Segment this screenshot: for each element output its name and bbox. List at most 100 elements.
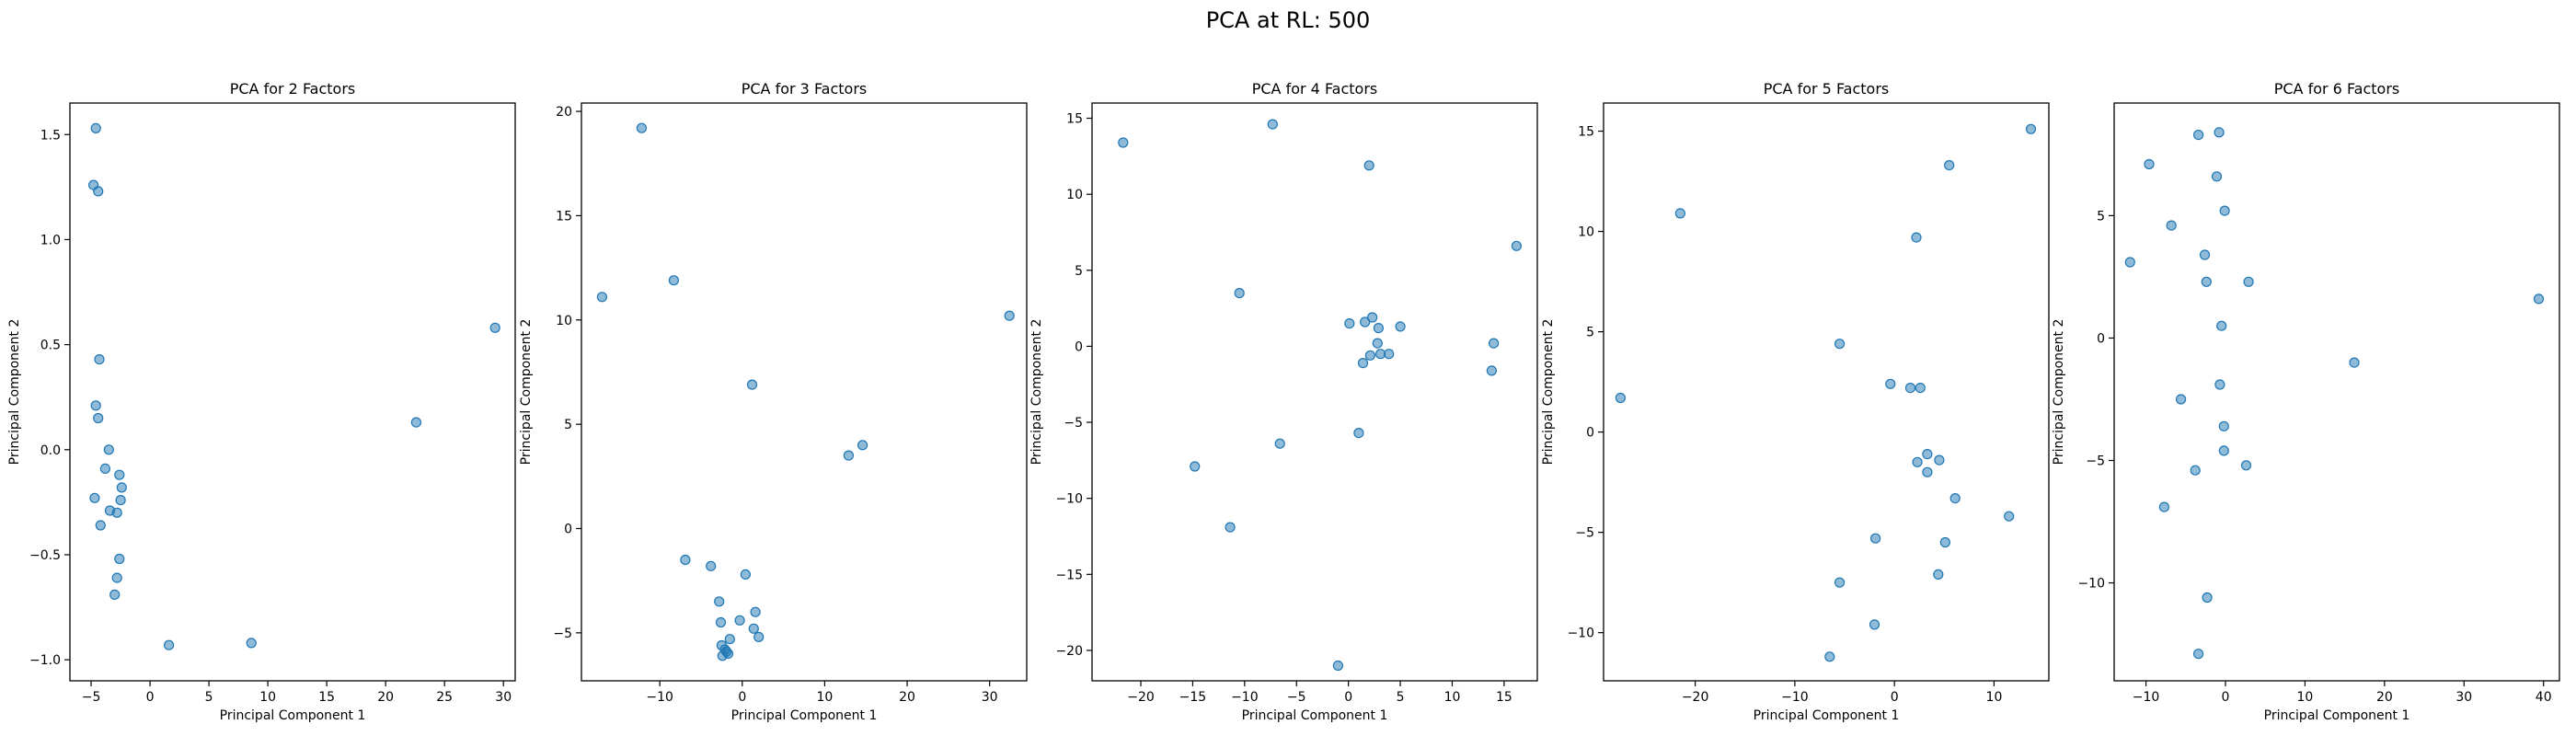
data-point bbox=[1824, 651, 1835, 662]
x-tick-label: 5 bbox=[205, 690, 213, 705]
data-point bbox=[2201, 276, 2212, 287]
x-tick-label: −5 bbox=[1287, 690, 1306, 705]
data-point bbox=[1488, 338, 1500, 349]
data-point bbox=[1939, 536, 1950, 548]
data-point bbox=[2144, 158, 2155, 170]
data-point bbox=[93, 186, 104, 197]
y-tick-label: 5 bbox=[1586, 326, 1594, 340]
data-point bbox=[115, 494, 126, 506]
y-axis-label: Principal Component 2 bbox=[1541, 319, 1556, 466]
data-point bbox=[753, 631, 765, 643]
data-point bbox=[2218, 420, 2229, 431]
y-tick-label: −10 bbox=[2077, 577, 2105, 592]
y-axis-label: Principal Component 2 bbox=[7, 319, 22, 466]
x-axis-label: Principal Component 1 bbox=[1242, 708, 1388, 723]
data-point bbox=[116, 482, 127, 493]
data-point bbox=[1360, 316, 1371, 328]
y-tick-label: 0 bbox=[1075, 339, 1083, 354]
x-tick-label: −10 bbox=[1231, 690, 1259, 705]
data-point bbox=[680, 554, 691, 566]
data-point bbox=[1486, 365, 1498, 376]
data-point bbox=[2349, 357, 2360, 368]
data-point bbox=[1357, 358, 1369, 369]
data-point bbox=[1373, 323, 1385, 334]
data-point bbox=[1922, 449, 1933, 460]
data-point bbox=[1234, 288, 1245, 299]
axes-frame bbox=[581, 102, 1028, 682]
data-point bbox=[2158, 501, 2169, 512]
x-tick-label: 5 bbox=[1397, 690, 1405, 705]
y-tick-label: −10 bbox=[1055, 492, 1083, 507]
data-point bbox=[1353, 428, 1364, 439]
data-point bbox=[1869, 533, 1881, 544]
data-point bbox=[1274, 438, 1285, 449]
data-point bbox=[1511, 240, 1523, 251]
data-point bbox=[1372, 338, 1383, 349]
y-tick-label: 10 bbox=[1066, 188, 1083, 202]
data-point bbox=[2193, 649, 2204, 660]
x-axis-label: Principal Component 1 bbox=[731, 708, 878, 723]
y-tick-label: 0 bbox=[564, 522, 572, 536]
y-tick-label: 15 bbox=[1066, 112, 1083, 127]
data-point bbox=[95, 520, 106, 531]
x-tick-label: 0 bbox=[1344, 690, 1352, 705]
data-point bbox=[1344, 318, 1355, 329]
panel-title: PCA for 5 Factors bbox=[1764, 80, 1890, 98]
data-point bbox=[114, 469, 125, 480]
y-tick-label: 15 bbox=[556, 209, 572, 224]
x-tick-label: 10 bbox=[1444, 690, 1461, 705]
y-tick-label: −20 bbox=[1055, 644, 1083, 659]
axes-frame bbox=[1091, 102, 1538, 682]
data-point bbox=[734, 615, 745, 626]
data-point bbox=[2202, 592, 2213, 604]
data-point bbox=[1332, 660, 1344, 672]
data-point bbox=[636, 122, 648, 133]
x-tick-label: 0 bbox=[146, 690, 155, 705]
x-tick-label: −5 bbox=[82, 690, 101, 705]
panel-title: PCA for 2 Factors bbox=[230, 80, 356, 98]
data-point bbox=[1004, 310, 1015, 321]
y-tick-label: −5 bbox=[2086, 454, 2105, 469]
data-point bbox=[99, 463, 111, 474]
y-tick-label: 15 bbox=[1578, 125, 1594, 140]
x-tick-label: 30 bbox=[982, 690, 998, 705]
data-point bbox=[89, 492, 100, 503]
data-point bbox=[90, 400, 101, 411]
data-point bbox=[111, 572, 122, 583]
panel-title: PCA for 3 Factors bbox=[742, 80, 868, 98]
y-axis-label: Principal Component 2 bbox=[519, 319, 534, 466]
data-point bbox=[748, 623, 759, 634]
data-point bbox=[1366, 312, 1378, 323]
axes-frame bbox=[69, 102, 516, 682]
data-point bbox=[1267, 119, 1278, 130]
data-point bbox=[489, 322, 500, 333]
data-point bbox=[109, 589, 121, 601]
data-point bbox=[1395, 321, 1406, 332]
scatter-panel-4: −20 −10 0 10 −10 −5 0 5 10 15 PCA for 5 Factors Pri… bbox=[1541, 80, 2050, 723]
scatter-panel-2: −10 0 10 20 30 −5 0 5 10 15 20 PCA for 3 Factors Pri… bbox=[519, 80, 1028, 723]
axes-frame bbox=[1603, 102, 2050, 682]
data-point bbox=[843, 450, 855, 461]
y-tick-label: −5 bbox=[553, 627, 572, 641]
data-point bbox=[1911, 232, 1922, 243]
x-axis-label: Principal Component 1 bbox=[1754, 708, 1900, 723]
x-tick-label: 15 bbox=[318, 690, 335, 705]
y-tick-label: −5 bbox=[1064, 416, 1083, 431]
data-point bbox=[596, 292, 608, 303]
x-tick-label: 10 bbox=[816, 690, 833, 705]
x-tick-label: 15 bbox=[1496, 690, 1512, 705]
y-tick-label: −1.0 bbox=[29, 653, 61, 668]
data-point bbox=[1834, 339, 1846, 350]
data-point bbox=[750, 606, 761, 617]
data-point bbox=[93, 412, 104, 424]
data-point bbox=[2211, 171, 2223, 182]
x-tick-label: 25 bbox=[436, 690, 453, 705]
data-point bbox=[90, 122, 101, 133]
data-point bbox=[114, 553, 125, 565]
x-tick-label: −10 bbox=[1781, 690, 1809, 705]
data-point bbox=[2166, 220, 2177, 231]
x-axis-label: Principal Component 1 bbox=[2264, 708, 2410, 723]
y-tick-label: 5 bbox=[564, 418, 572, 432]
data-point bbox=[715, 616, 727, 628]
